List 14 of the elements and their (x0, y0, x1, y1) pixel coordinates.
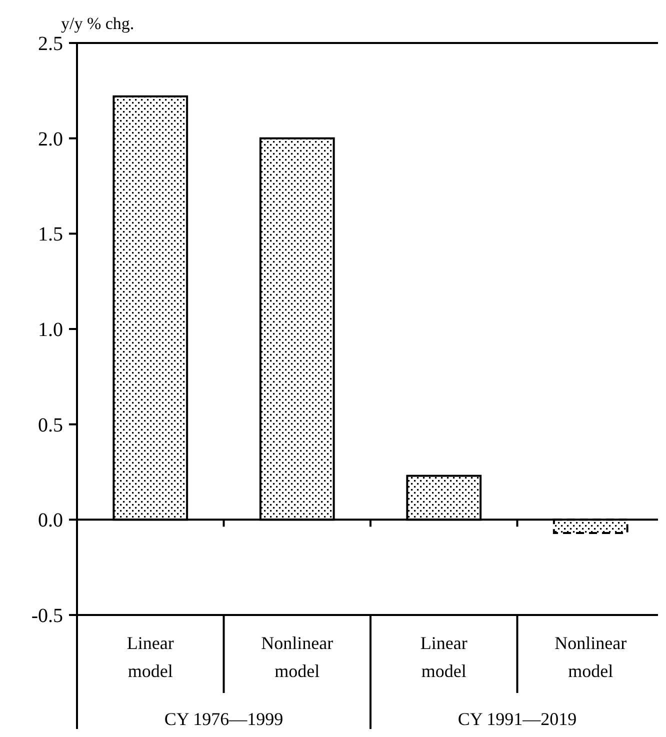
y-tick-label: 0.5 (38, 414, 63, 436)
text: CY 1976—1999 (164, 709, 284, 729)
y-tick-label: 1.5 (38, 224, 63, 246)
y-tick-label: 2.0 (38, 128, 63, 150)
y-tick-label: 2.5 (38, 33, 63, 55)
y-tick-label: 1.0 (38, 319, 63, 341)
text: CY 1991—2019 (458, 709, 577, 729)
x-tick-label: Nonlinear model (261, 633, 334, 681)
x-tick-label: Nonlinear model (554, 633, 627, 681)
x-tick-label: Linear model (126, 633, 174, 681)
y-axis-title: y/y % chg. (61, 14, 134, 33)
x-tick-label: Linear model (420, 633, 468, 681)
y-tick-label: 0.0 (38, 510, 63, 532)
y-tick-label: -0.5 (31, 605, 63, 627)
